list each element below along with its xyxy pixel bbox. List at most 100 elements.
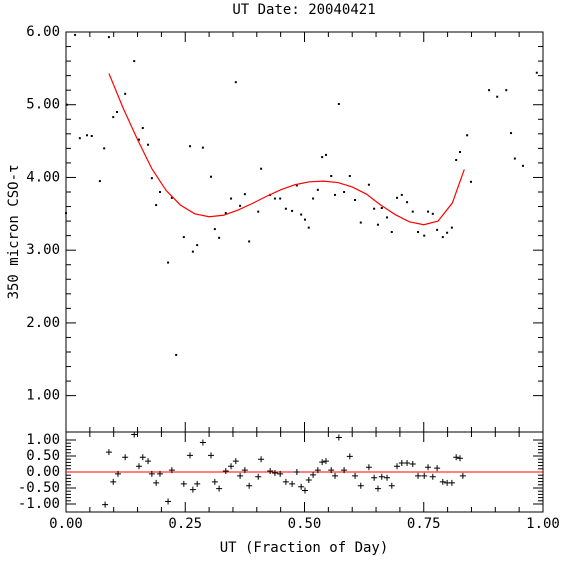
data-point bbox=[291, 209, 294, 212]
data-point bbox=[239, 204, 242, 207]
residual-point bbox=[241, 467, 248, 474]
data-point bbox=[316, 188, 319, 191]
residual-point bbox=[199, 439, 206, 446]
data-point bbox=[469, 180, 472, 183]
data-point bbox=[417, 231, 420, 233]
residual-point bbox=[102, 501, 109, 508]
data-point bbox=[334, 193, 337, 196]
residual-point bbox=[145, 458, 152, 465]
residual-point bbox=[282, 478, 289, 485]
data-point bbox=[112, 116, 115, 119]
residual-point bbox=[341, 467, 348, 474]
residual-point bbox=[305, 477, 312, 483]
residual-point bbox=[332, 472, 339, 479]
data-point bbox=[107, 36, 110, 39]
data-point bbox=[248, 240, 251, 243]
data-point bbox=[348, 175, 351, 177]
residual-point bbox=[216, 485, 223, 492]
residual-point bbox=[114, 470, 121, 477]
residual-point bbox=[246, 482, 253, 489]
data-point bbox=[124, 92, 127, 95]
residual-point bbox=[365, 464, 372, 471]
data-point bbox=[427, 210, 430, 213]
residual-point bbox=[165, 498, 172, 505]
residual-point bbox=[258, 456, 265, 463]
data-point bbox=[218, 236, 221, 239]
data-point bbox=[273, 197, 276, 200]
data-point bbox=[521, 164, 524, 167]
residual-point bbox=[384, 474, 391, 481]
y-tick-label: -0.50 bbox=[18, 480, 60, 496]
y-tick-label: 1.00 bbox=[26, 432, 60, 448]
data-point bbox=[295, 184, 298, 187]
residual-point bbox=[267, 468, 274, 475]
residual-point bbox=[374, 485, 381, 492]
data-point bbox=[175, 353, 178, 356]
data-point bbox=[386, 216, 389, 219]
data-point bbox=[147, 143, 150, 146]
data-point bbox=[505, 89, 508, 92]
residual-point bbox=[148, 470, 155, 477]
residual-point bbox=[255, 473, 262, 480]
data-point bbox=[74, 33, 77, 36]
data-point bbox=[321, 156, 324, 159]
residual-point bbox=[404, 460, 411, 467]
x-tick-label: 0.50 bbox=[288, 516, 322, 532]
residual-point bbox=[415, 472, 422, 479]
data-point bbox=[324, 153, 327, 156]
residual-point bbox=[352, 472, 359, 479]
residual-point bbox=[298, 483, 305, 490]
residual-point bbox=[421, 472, 428, 479]
residual-point bbox=[289, 480, 296, 487]
residual-point bbox=[434, 465, 441, 472]
x-tick-label: 0.75 bbox=[407, 516, 441, 532]
residual-point bbox=[439, 478, 446, 485]
data-point bbox=[423, 234, 426, 237]
data-point bbox=[133, 60, 136, 63]
data-point bbox=[224, 212, 227, 215]
data-point bbox=[284, 207, 287, 210]
data-point bbox=[182, 236, 185, 239]
data-point bbox=[535, 71, 538, 74]
data-point bbox=[150, 177, 153, 180]
data-point bbox=[376, 223, 379, 226]
y-tick-label: -1.00 bbox=[18, 496, 60, 512]
data-point bbox=[330, 175, 333, 177]
residual-point bbox=[319, 459, 326, 466]
data-point bbox=[213, 228, 216, 231]
x-tick-label: 1.00 bbox=[526, 516, 560, 532]
residual-point bbox=[453, 454, 460, 461]
residual-point bbox=[180, 480, 187, 487]
residual-point bbox=[232, 458, 239, 465]
residual-point bbox=[335, 434, 342, 441]
data-point bbox=[167, 261, 170, 264]
data-point bbox=[411, 210, 414, 213]
fit-curve bbox=[108, 73, 465, 226]
data-point bbox=[450, 226, 453, 229]
data-point bbox=[354, 199, 357, 201]
data-point bbox=[98, 180, 101, 183]
residual-point bbox=[131, 431, 138, 438]
residual-point bbox=[187, 452, 194, 459]
y-tick-label: 3.00 bbox=[26, 242, 60, 258]
chart-title: UT Date: 20040421 bbox=[232, 2, 375, 18]
data-point bbox=[196, 244, 199, 247]
y-tick-label: 0.00 bbox=[26, 464, 60, 480]
data-point bbox=[103, 147, 106, 150]
data-point bbox=[303, 218, 306, 221]
y-axis-label: 350 micron CSO-τ bbox=[6, 165, 22, 300]
data-point bbox=[446, 231, 449, 234]
residual-point bbox=[122, 454, 129, 461]
data-point bbox=[380, 207, 383, 209]
x-tick-label: 0.00 bbox=[49, 516, 83, 532]
data-point bbox=[373, 207, 376, 210]
residual-point bbox=[378, 473, 385, 480]
residual-point bbox=[211, 478, 218, 485]
residual-point bbox=[409, 461, 416, 467]
residual-point bbox=[301, 487, 308, 494]
residual-point bbox=[314, 467, 321, 474]
data-point bbox=[189, 145, 192, 148]
data-point bbox=[230, 197, 233, 200]
